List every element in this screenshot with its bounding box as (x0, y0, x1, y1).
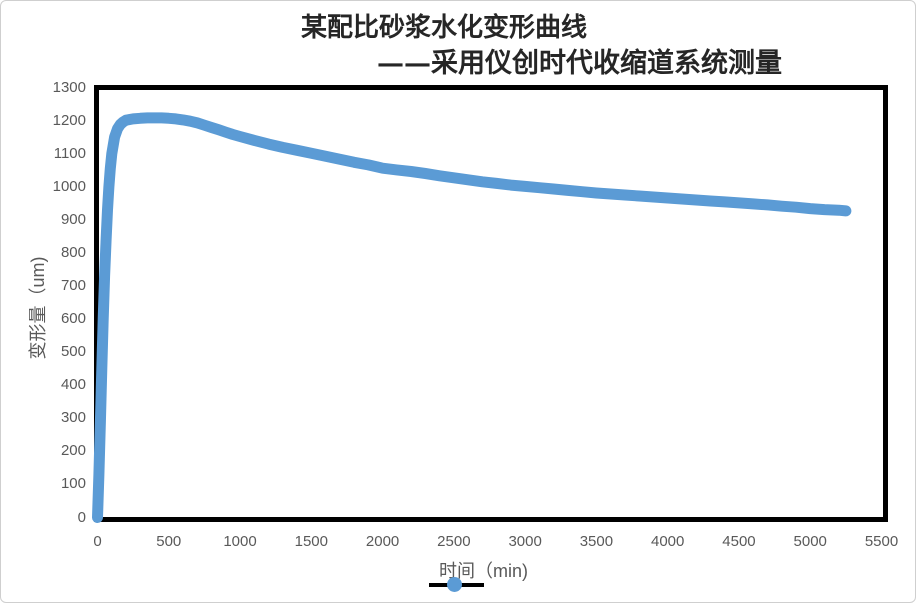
chart-title: 某配比砂浆水化变形曲线 (301, 13, 588, 43)
x-tick-label: 500 (156, 533, 182, 550)
x-tick-label: 0 (93, 533, 102, 550)
x-tick-label: 4000 (650, 533, 685, 550)
x-tick-label: 3500 (579, 533, 614, 550)
y-tick-label: 1000 (52, 177, 86, 195)
y-tick-label: 800 (60, 243, 86, 261)
x-tick-label: 1000 (223, 533, 257, 550)
plot-area (94, 85, 888, 522)
x-tick-label: 1500 (294, 533, 328, 550)
x-axis-title: 时间（min) (439, 561, 528, 581)
x-tick-label: 2000 (365, 533, 400, 550)
chart-subtitle: ——采用仪创时代收缩道系统测量 (377, 48, 782, 79)
y-tick-label: 0 (77, 508, 86, 526)
y-tick-label: 500 (60, 343, 86, 361)
legend-marker-icon (447, 577, 462, 592)
y-tick-label: 100 (60, 475, 86, 493)
y-tick-label: 600 (60, 310, 86, 328)
y-tick-label: 200 (60, 442, 86, 460)
y-tick-label: 1300 (52, 78, 86, 96)
x-tick-label: 2500 (437, 533, 471, 550)
y-tick-label: 300 (60, 409, 86, 427)
y-tick-label: 1100 (53, 144, 86, 162)
y-tick-label: 1200 (52, 111, 86, 129)
y-tick-label: 900 (60, 210, 86, 228)
y-tick-label: 700 (60, 276, 86, 294)
y-axis-title: 变形量（um) (28, 256, 48, 360)
x-tick-label: 5000 (793, 533, 827, 550)
x-tick-label: 4500 (722, 533, 756, 550)
x-tick-label: 5500 (864, 533, 899, 550)
y-tick-label: 400 (60, 376, 86, 394)
x-tick-label: 3000 (508, 533, 542, 550)
